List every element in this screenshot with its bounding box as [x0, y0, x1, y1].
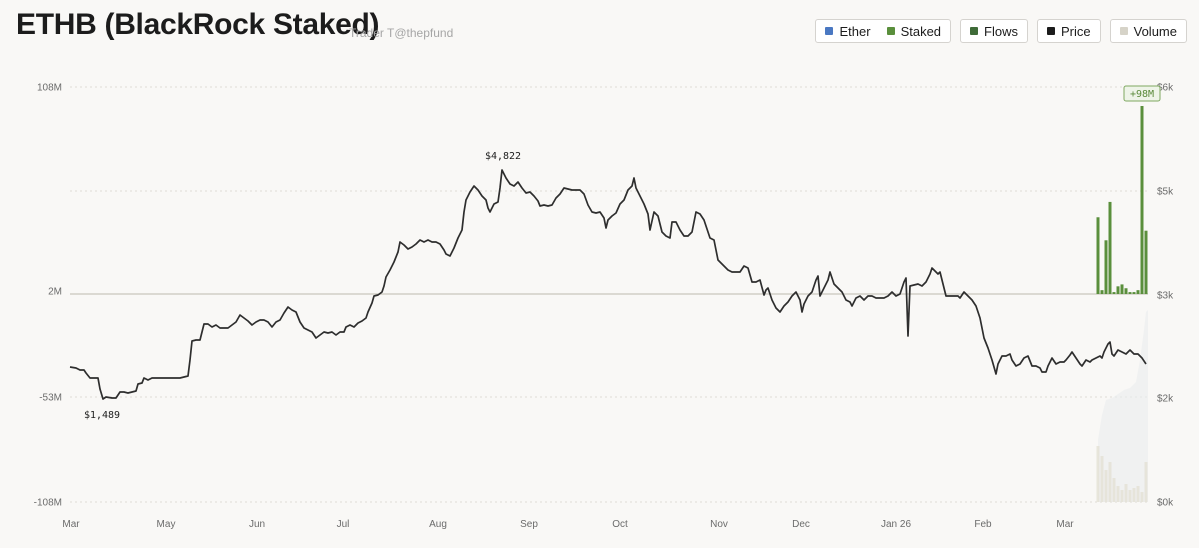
legend-flows-label: Flows [984, 23, 1018, 39]
flow-bar [1116, 286, 1120, 294]
flows-swatch-icon [970, 27, 979, 35]
chart-title: ETHB (BlackRock Staked) [16, 8, 380, 41]
volume-bar [1112, 478, 1116, 502]
legend-ether-staked-button[interactable]: Ether Staked [815, 19, 952, 43]
volume-bar [1124, 484, 1128, 502]
chart-credit: Trader T@thepfund [349, 26, 454, 40]
x-axis-tick: Sep [520, 519, 538, 530]
volume-bar [1108, 462, 1112, 502]
legend-volume-label: Volume [1133, 23, 1177, 39]
staked-swatch-icon [886, 27, 895, 35]
flow-bar [1104, 240, 1108, 294]
left-axis-tick: -53M [39, 393, 62, 404]
flow-bar [1132, 292, 1136, 294]
x-axis-tick: Aug [429, 519, 447, 530]
x-axis-tick: Jan 26 [881, 519, 911, 530]
left-axis-tick: 2M [48, 287, 62, 298]
right-axis-tick: $0k [1157, 498, 1174, 509]
volume-swatch-icon [1119, 27, 1128, 35]
x-axis-tick: Mar [1056, 519, 1074, 530]
x-axis-tick: Jul [337, 519, 350, 530]
volume-bar [1144, 462, 1148, 502]
x-axis-tick: Dec [792, 519, 810, 530]
price-line [69, 169, 1147, 400]
flow-bar [1136, 290, 1140, 294]
volume-bar [1104, 470, 1108, 502]
right-axis-tick: $5k [1157, 187, 1174, 198]
right-axis-tick: $2k [1157, 394, 1174, 405]
legend-price-button[interactable]: Price [1037, 19, 1101, 43]
x-axis-tick: May [157, 519, 176, 530]
flow-bar [1112, 292, 1116, 294]
volume-bar [1128, 490, 1132, 502]
flow-bar [1100, 290, 1104, 294]
left-axis-tick: 108M [37, 83, 62, 94]
x-axis-tick: Nov [710, 519, 728, 530]
legend-volume-button[interactable]: Volume [1109, 19, 1187, 43]
ether-swatch-icon [825, 27, 834, 35]
flow-bar [1124, 288, 1128, 294]
x-axis-tick: Jun [249, 519, 265, 530]
flow-bar [1120, 284, 1124, 294]
flow-badge-label: +98M [1130, 89, 1154, 100]
volume-area [1098, 310, 1148, 502]
volume-bar [1140, 492, 1144, 502]
volume-bar [1096, 446, 1100, 502]
flow-bar [1108, 201, 1112, 294]
price-high-label: $4,822 [485, 151, 521, 162]
legend: Ether Staked Flows Price Volume [815, 19, 1187, 43]
x-axis-tick: Feb [974, 519, 992, 530]
price-low-label: $1,489 [84, 410, 120, 421]
volume-bar [1132, 488, 1136, 502]
volume-bar [1136, 486, 1140, 502]
left-axis-tick: -108M [34, 498, 62, 509]
volume-bar [1100, 456, 1104, 502]
right-axis-tick: $3k [1157, 291, 1174, 302]
flow-badge [1123, 85, 1161, 102]
legend-ether-label: Ether [839, 23, 871, 39]
flow-bar [1140, 106, 1144, 294]
x-axis-tick: Mar [62, 519, 80, 530]
volume-bar [1120, 490, 1124, 502]
volume-bar [1116, 486, 1120, 502]
flow-bar [1096, 217, 1100, 294]
flow-bar [1144, 230, 1148, 294]
x-axis-tick: Oct [612, 519, 628, 530]
legend-flows-button[interactable]: Flows [960, 19, 1028, 43]
legend-staked-label: Staked [900, 23, 942, 39]
legend-price-label: Price [1061, 23, 1091, 39]
price-swatch-icon [1047, 27, 1055, 35]
right-axis-tick: $6k [1157, 83, 1174, 94]
flow-bar [1128, 292, 1132, 294]
